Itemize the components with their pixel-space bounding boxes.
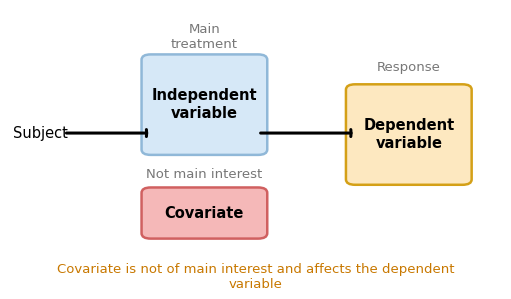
Text: Independent
variable: Independent variable [152, 89, 257, 121]
Text: Covariate: Covariate [165, 205, 244, 221]
FancyBboxPatch shape [142, 54, 267, 155]
Text: Subject: Subject [13, 126, 67, 141]
Text: Main
treatment: Main treatment [171, 23, 238, 51]
Text: Dependent
variable: Dependent variable [363, 118, 454, 151]
Text: Response: Response [377, 61, 440, 74]
Text: Covariate is not of main interest and affects the dependent
variable: Covariate is not of main interest and af… [57, 263, 454, 291]
FancyBboxPatch shape [346, 84, 472, 185]
Text: Not main interest: Not main interest [146, 168, 263, 181]
FancyBboxPatch shape [142, 187, 267, 239]
